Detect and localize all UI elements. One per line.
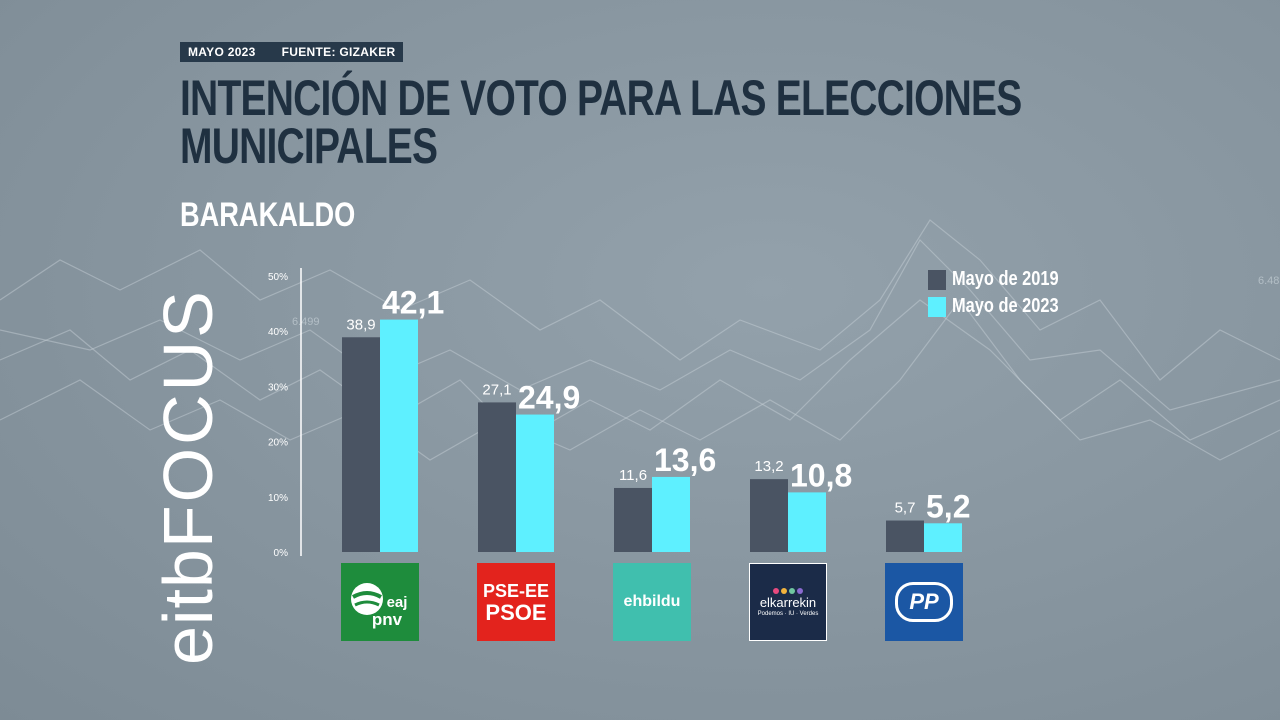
data-label-2023: 13,6 xyxy=(654,442,716,478)
bar-2023 xyxy=(924,523,962,552)
chart-legend: Mayo de 2019 Mayo de 2023 xyxy=(928,266,1082,320)
bar-2019 xyxy=(478,402,516,552)
party-logo-psoe: PSE-EE PSOE xyxy=(477,563,555,641)
badge-source: FUENTE: GIZAKER xyxy=(281,45,396,59)
pnv-emblem-icon: eaj pnv xyxy=(351,583,408,629)
y-tick-label: 30% xyxy=(268,382,288,393)
data-label-2023: 24,9 xyxy=(518,380,580,416)
legend-swatch-2019 xyxy=(928,269,946,290)
legend-label-2023: Mayo de 2023 xyxy=(952,295,1059,317)
legend-item-2019: Mayo de 2019 xyxy=(928,266,1082,293)
party-logo-pnv: eaj pnv xyxy=(341,563,419,641)
source-badge: MAYO 2023 FUENTE: GIZAKER xyxy=(180,42,404,62)
background-label: 6.499 xyxy=(292,316,320,328)
psoe-line1: PSE-EE xyxy=(482,581,550,601)
data-label-2019: 13,2 xyxy=(754,458,783,475)
data-label-2023: 10,8 xyxy=(790,457,852,493)
pnv-line2: pnv xyxy=(372,610,403,629)
elkarrekin-line1: elkarrekin xyxy=(759,595,817,610)
data-label-2019: 11,6 xyxy=(619,467,647,484)
title-line-2: MUNICIPALES xyxy=(180,118,438,174)
party-logo-elkarrekin: elkarrekin Podemos · IU · Verdes xyxy=(749,563,827,641)
legend-swatch-2023 xyxy=(928,296,946,317)
chart-title: INTENCIÓN DE VOTO PARA LAS ELECCIONES MU… xyxy=(180,70,1038,174)
bar-2019 xyxy=(886,520,924,552)
legend-label-2019: Mayo de 2019 xyxy=(952,268,1059,290)
bar-2019 xyxy=(342,337,380,552)
data-label-2019: 38,9 xyxy=(346,316,375,333)
y-tick-label: 50% xyxy=(268,272,288,283)
title-line-1: INTENCIÓN DE VOTO PARA LAS ELECCIONES xyxy=(180,70,1022,126)
y-tick-label: 10% xyxy=(268,493,288,504)
bar-2023 xyxy=(652,476,690,552)
elkarrekin-dots-icon xyxy=(773,588,803,594)
bar-2019 xyxy=(750,479,788,552)
y-tick-label: 0% xyxy=(274,548,289,559)
background-label: 6.48 xyxy=(1258,275,1279,287)
y-tick-label: 20% xyxy=(268,438,288,449)
bildu-text: ehbildu xyxy=(623,593,681,610)
bar-2019 xyxy=(614,487,652,552)
elkarrekin-line2: Podemos · IU · Verdes xyxy=(757,611,819,617)
party-logo-bildu: ehbildu xyxy=(613,563,691,641)
data-label-2019: 27,1 xyxy=(482,381,511,398)
badge-date: MAYO 2023 xyxy=(188,45,256,59)
pnv-line1: eaj xyxy=(387,594,408,611)
psoe-line2: PSOE xyxy=(485,600,547,625)
legend-item-2023: Mayo de 2023 xyxy=(928,293,1082,320)
party-logo-pp: PP xyxy=(885,563,963,641)
pp-text: PP xyxy=(895,582,953,622)
data-label-2023: 5,2 xyxy=(926,488,970,524)
bar-2023 xyxy=(380,319,418,552)
y-tick-label: 40% xyxy=(268,327,288,338)
data-label-2019: 5,7 xyxy=(895,500,916,517)
data-label-2023: 42,1 xyxy=(382,285,444,321)
bar-2023 xyxy=(516,414,554,552)
bar-2023 xyxy=(788,492,826,552)
chart-subtitle: BARAKALDO xyxy=(180,196,356,234)
